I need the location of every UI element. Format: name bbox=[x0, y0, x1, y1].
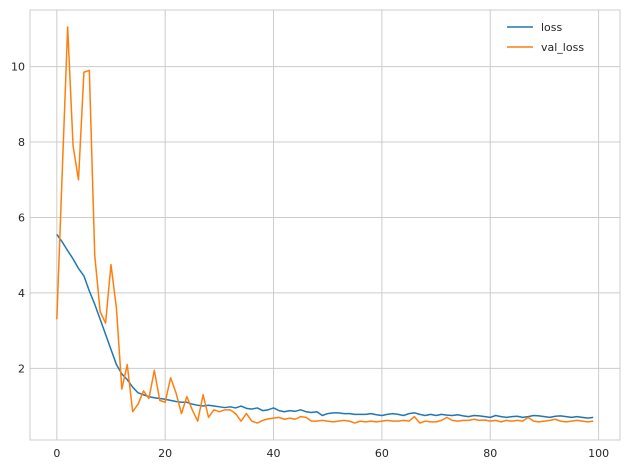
x-tick-label: 60 bbox=[375, 447, 389, 460]
val-loss-series-line bbox=[56, 26, 594, 424]
x-tick-label: 0 bbox=[53, 447, 60, 460]
x-tick-label: 20 bbox=[158, 447, 172, 460]
y-tick-label: 2 bbox=[18, 362, 25, 375]
series-lines bbox=[56, 26, 594, 424]
y-tick-label: 8 bbox=[18, 136, 25, 149]
y-tick-label: 6 bbox=[18, 211, 25, 224]
tick-labels: 0 20 40 60 80 100 2 4 6 8 10 bbox=[11, 61, 609, 460]
y-tick-label: 10 bbox=[11, 61, 25, 74]
legend-label-val-loss: val_loss bbox=[541, 41, 584, 54]
x-tick-label: 80 bbox=[483, 447, 497, 460]
plot-area bbox=[29, 9, 621, 441]
x-tick-label: 100 bbox=[588, 447, 609, 460]
legend: loss val_loss bbox=[507, 21, 584, 54]
x-tick-label: 40 bbox=[267, 447, 281, 460]
y-tick-label: 4 bbox=[18, 287, 25, 300]
legend-label-loss: loss bbox=[541, 21, 563, 34]
